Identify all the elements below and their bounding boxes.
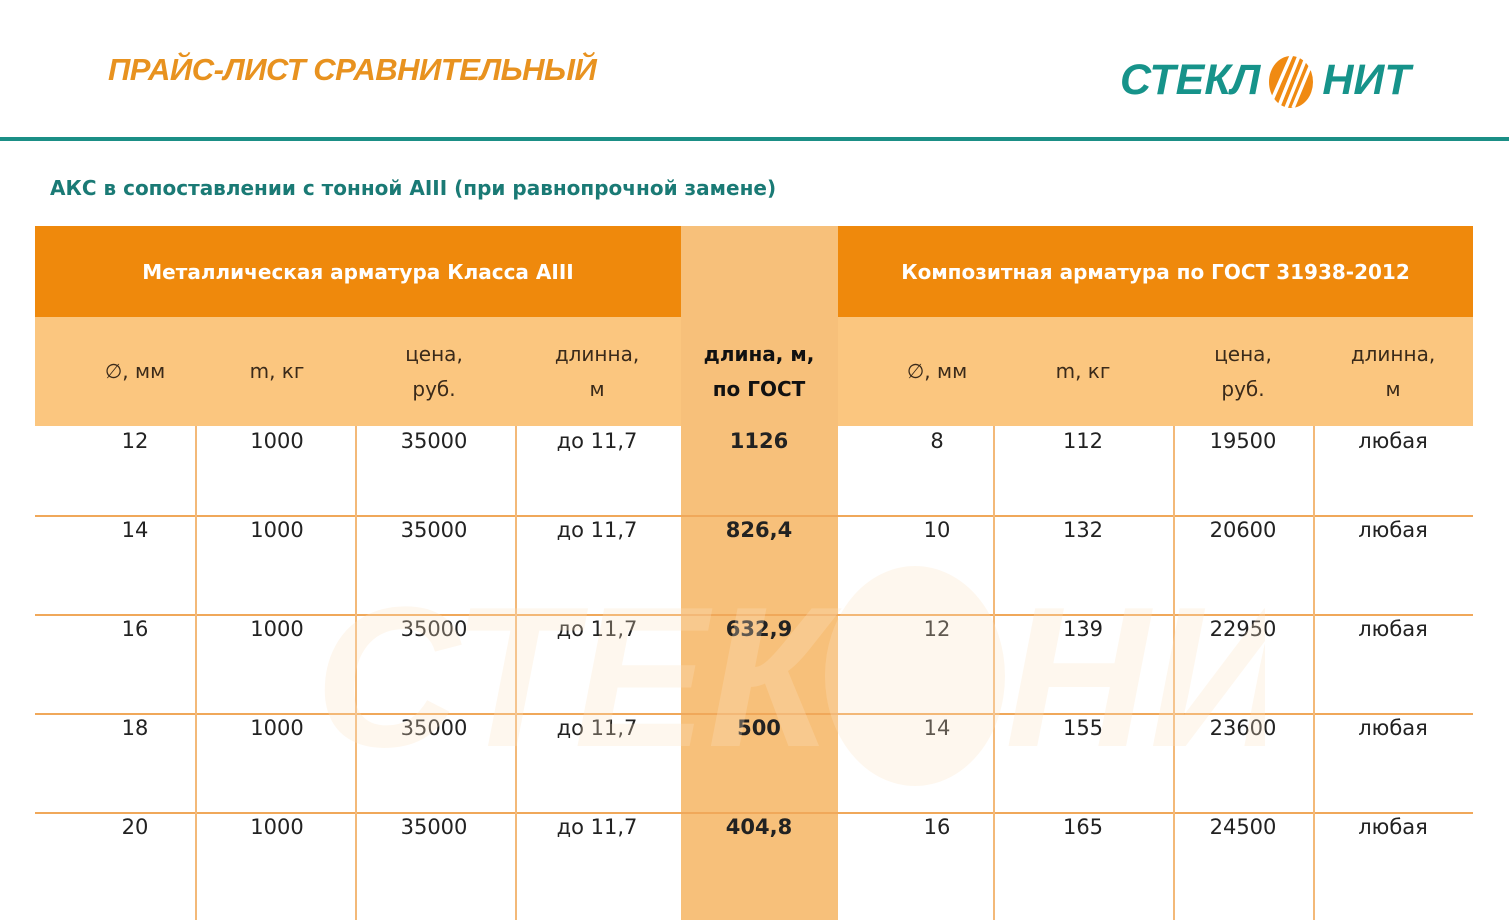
cell-mass-composite: 132 <box>1062 518 1104 542</box>
col-head-diameter-metal: ∅, мм <box>55 317 215 426</box>
cell-mass-metal: 1000 <box>250 716 304 740</box>
col-head-price-metal: цена, руб. <box>354 317 514 426</box>
cell-price-metal: 35000 <box>400 617 468 641</box>
cell-diameter-composite: 8 <box>930 429 944 453</box>
column-header-label: цена, руб. <box>1214 341 1272 401</box>
cell-length-composite: любая <box>1358 815 1428 839</box>
row-divider <box>35 515 1473 517</box>
cell-mass-metal: 1000 <box>250 815 304 839</box>
column-header-label: ∅, мм <box>906 359 968 383</box>
cell-gost-length: 826,4 <box>725 518 793 542</box>
steklonit-logo: СТЕКЛ НИТ <box>1120 44 1420 116</box>
cell-length-composite: любая <box>1358 716 1428 740</box>
column-header-label: длинна, м <box>1350 341 1436 401</box>
column-header-label: длина, м, по ГОСТ <box>703 341 815 401</box>
col-head-diameter-composite: ∅, мм <box>857 317 1017 426</box>
col-head-length-composite: длинна, м <box>1313 317 1473 426</box>
column-divider <box>1313 426 1315 920</box>
cell-mass-metal: 1000 <box>250 429 304 453</box>
table-row: 18 1000 35000 до 11,7 500 14 155 23600 любая <box>35 713 1473 812</box>
metal-column-header-bg <box>35 317 681 426</box>
cell-diameter-composite: 16 <box>923 815 951 839</box>
column-header-label: m, кг <box>1055 359 1111 383</box>
row-divider <box>35 614 1473 616</box>
table-row: 12 1000 35000 до 11,7 1126 8 112 19500 любая <box>35 426 1473 515</box>
logo-text-right: НИТ <box>1322 55 1411 104</box>
column-header-label: ∅, мм <box>104 359 166 383</box>
cell-length-composite: любая <box>1358 429 1428 453</box>
cell-diameter-metal: 16 <box>121 617 149 641</box>
cell-length-metal: до 11,7 <box>556 518 638 542</box>
column-divider <box>993 426 995 920</box>
cell-diameter-composite: 10 <box>923 518 951 542</box>
cell-diameter-metal: 20 <box>121 815 149 839</box>
cell-price-composite: 24500 <box>1209 815 1277 839</box>
cell-length-metal: до 11,7 <box>556 815 638 839</box>
cell-mass-metal: 1000 <box>250 518 304 542</box>
cell-price-metal: 35000 <box>400 716 468 740</box>
col-head-gost-length: длина, м, по ГОСТ <box>679 317 839 426</box>
table-row: 20 1000 35000 до 11,7 404,8 16 165 24500 любая <box>35 812 1473 911</box>
cell-length-composite: любая <box>1358 617 1428 641</box>
column-divider <box>195 426 197 920</box>
cell-diameter-metal: 14 <box>121 518 149 542</box>
table-row: 14 1000 35000 до 11,7 826,4 10 132 20600 любая <box>35 515 1473 614</box>
cell-price-composite: 19500 <box>1209 429 1277 453</box>
table-caption: АКС в сопоставлении с тонной АIII (при р… <box>50 176 777 200</box>
logo-disc-icon <box>1269 53 1314 109</box>
cell-gost-length: 404,8 <box>725 815 793 839</box>
cell-price-metal: 35000 <box>400 518 468 542</box>
col-head-price-composite: цена, руб. <box>1163 317 1323 426</box>
cell-length-composite: любая <box>1358 518 1428 542</box>
cell-mass-composite: 165 <box>1062 815 1104 839</box>
cell-mass-metal: 1000 <box>250 617 304 641</box>
column-header-label: цена, руб. <box>405 341 463 401</box>
row-divider <box>35 713 1473 715</box>
cell-price-composite: 22950 <box>1209 617 1277 641</box>
cell-length-metal: до 11,7 <box>556 617 638 641</box>
cell-diameter-composite: 12 <box>923 617 951 641</box>
cell-mass-composite: 112 <box>1062 429 1104 453</box>
column-divider <box>355 426 357 920</box>
logo-text-left: СТЕКЛ <box>1120 55 1261 104</box>
cell-diameter-metal: 18 <box>121 716 149 740</box>
group-header-metal: Металлическая арматура Класса АIII <box>35 226 681 317</box>
cell-gost-length: 1126 <box>729 429 789 453</box>
table-row: 16 1000 35000 до 11,7 632,9 12 139 22950 любая <box>35 614 1473 713</box>
cell-diameter-metal: 12 <box>121 429 149 453</box>
gost-length-column-bg <box>681 226 838 920</box>
cell-length-metal: до 11,7 <box>556 716 638 740</box>
cell-mass-composite: 155 <box>1062 716 1104 740</box>
row-divider <box>35 812 1473 814</box>
cell-price-metal: 35000 <box>400 815 468 839</box>
composite-column-header-bg <box>838 317 1473 426</box>
cell-price-composite: 23600 <box>1209 716 1277 740</box>
cell-mass-composite: 139 <box>1062 617 1104 641</box>
cell-length-metal: до 11,7 <box>556 429 638 453</box>
page-title: ПРАЙС-ЛИСТ СРАВНИТЕЛЬНЫЙ <box>108 52 597 87</box>
column-divider <box>515 426 517 920</box>
cell-gost-length: 500 <box>737 716 781 740</box>
column-header-label: длинна, м <box>554 341 640 401</box>
header-divider <box>0 137 1509 141</box>
col-head-length-metal: длинна, м <box>517 317 677 426</box>
col-head-mass-metal: m, кг <box>197 317 357 426</box>
group-header-composite: Композитная арматура по ГОСТ 31938-2012 <box>838 226 1473 317</box>
cell-price-composite: 20600 <box>1209 518 1277 542</box>
cell-diameter-composite: 14 <box>923 716 951 740</box>
column-divider <box>1173 426 1175 920</box>
column-header-label: m, кг <box>249 359 305 383</box>
col-head-mass-composite: m, кг <box>1003 317 1163 426</box>
cell-price-metal: 35000 <box>400 429 468 453</box>
comparison-table: Металлическая арматура Класса АIII Компо… <box>35 226 1473 920</box>
cell-gost-length: 632,9 <box>725 617 793 641</box>
